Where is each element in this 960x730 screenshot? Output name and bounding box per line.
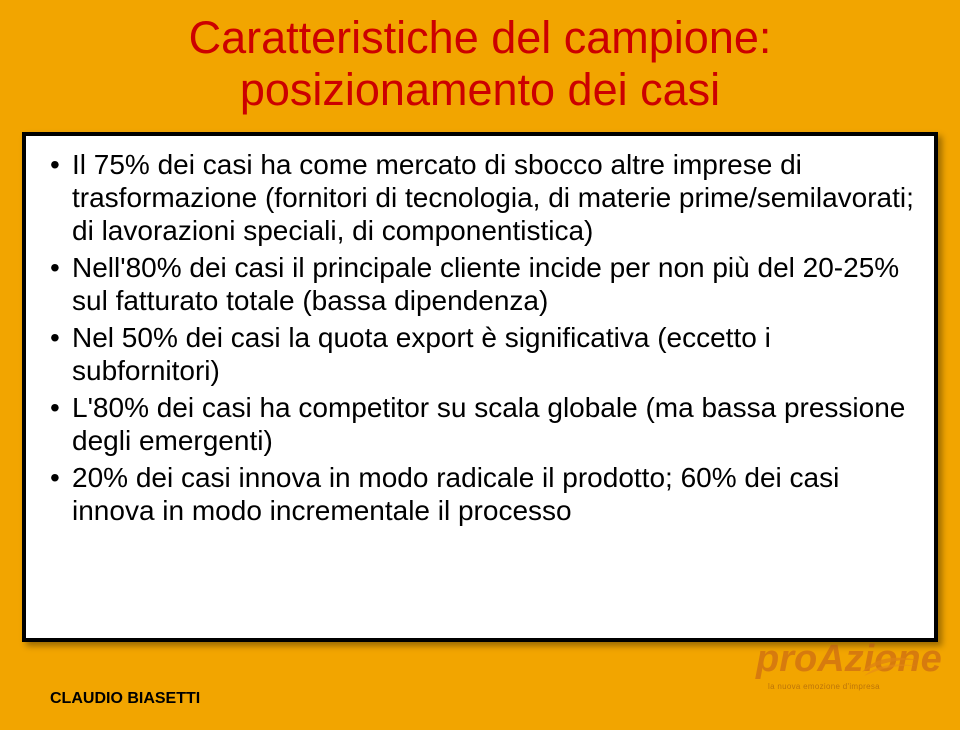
title-line-2: posizionamento dei casi	[240, 64, 720, 115]
list-item: 20% dei casi innova in modo radicale il …	[44, 461, 916, 527]
footer-author: CLAUDIO BIASETTI	[50, 690, 200, 708]
list-item: Nell'80% dei casi il principale cliente …	[44, 251, 916, 317]
bullet-list: Il 75% dei casi ha come mercato di sbocc…	[44, 148, 916, 527]
content-box: Il 75% dei casi ha come mercato di sbocc…	[22, 132, 938, 642]
slide: Caratteristiche del campione: posizionam…	[0, 0, 960, 730]
slide-title: Caratteristiche del campione: posizionam…	[0, 0, 960, 124]
list-item: Nel 50% dei casi la quota export è signi…	[44, 321, 916, 387]
list-item: L'80% dei casi ha competitor su scala gl…	[44, 391, 916, 457]
list-item: Il 75% dei casi ha come mercato di sbocc…	[44, 148, 916, 247]
title-line-1: Caratteristiche del campione:	[189, 12, 772, 63]
logo-tagline: la nuova emozione d'impresa	[768, 682, 880, 691]
swoosh-icon	[860, 650, 920, 680]
logo: proAzione la nuova emozione d'impresa	[740, 642, 920, 702]
